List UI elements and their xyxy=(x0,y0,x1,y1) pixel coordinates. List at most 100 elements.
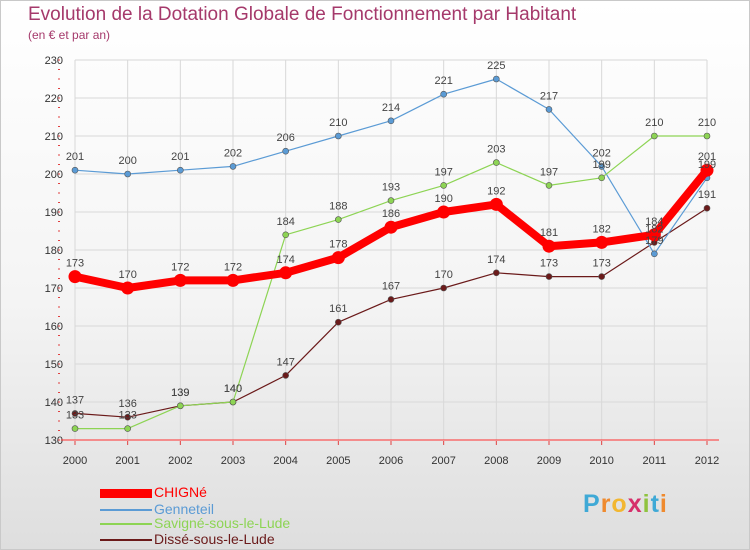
data-point-disse-sous-le-lude xyxy=(545,273,553,280)
data-point-chigne xyxy=(489,197,503,211)
data-label-genneteil: 225 xyxy=(487,60,505,72)
data-point-savigne-sous-le-lude xyxy=(177,402,184,410)
data-label-savigne-sous-le-lude: 139 xyxy=(171,387,189,399)
logo-letter: x xyxy=(627,490,643,518)
logo-letter: i xyxy=(642,490,651,518)
y-tick-label: 160 xyxy=(45,321,63,333)
data-point-savigne-sous-le-lude xyxy=(598,174,605,182)
data-label-savigne-sous-le-lude: 140 xyxy=(224,383,242,395)
data-point-genneteil xyxy=(651,250,658,258)
proxiti-logo: Proxiti xyxy=(583,490,668,519)
y-tick-label: 190 xyxy=(45,207,63,219)
data-point-chigne xyxy=(279,266,293,280)
data-label-genneteil: 214 xyxy=(382,102,400,114)
data-point-genneteil xyxy=(545,106,553,113)
data-point-chigne xyxy=(226,273,240,287)
data-label-genneteil: 201 xyxy=(171,151,189,163)
logo-letter: P xyxy=(583,490,601,518)
data-point-genneteil xyxy=(71,166,79,174)
data-point-disse-sous-le-lude xyxy=(493,269,500,277)
data-label-disse-sous-le-lude: 191 xyxy=(698,189,716,201)
data-point-disse-sous-le-lude xyxy=(282,372,289,379)
data-point-genneteil xyxy=(229,163,237,170)
legend-swatch-chigne xyxy=(100,489,152,498)
logo-letter: o xyxy=(611,490,628,518)
data-point-chigne xyxy=(700,163,714,177)
x-tick-label: 2003 xyxy=(221,455,245,467)
x-tick-label: 2009 xyxy=(537,455,561,467)
data-point-chigne xyxy=(384,220,398,234)
data-point-genneteil xyxy=(335,132,342,140)
y-tick-label: 170 xyxy=(45,283,63,295)
x-tick-label: 2000 xyxy=(63,455,87,467)
data-label-genneteil: 199 xyxy=(698,159,716,171)
data-label-genneteil: 200 xyxy=(118,155,136,167)
data-point-chigne xyxy=(68,270,82,284)
data-label-disse-sous-le-lude: 170 xyxy=(434,269,452,281)
data-point-chigne xyxy=(647,228,661,242)
data-point-genneteil xyxy=(387,117,395,125)
data-label-chigne: 184 xyxy=(645,216,663,228)
x-tick-label: 2007 xyxy=(431,455,455,467)
data-label-savigne-sous-le-lude: 193 xyxy=(382,182,400,194)
data-label-disse-sous-le-lude: 173 xyxy=(540,258,558,270)
y-tick-label: 150 xyxy=(45,359,63,371)
data-point-genneteil xyxy=(282,147,289,155)
data-point-savigne-sous-le-lude xyxy=(493,159,500,166)
data-point-disse-sous-le-lude xyxy=(703,204,711,212)
x-tick-label: 2006 xyxy=(379,455,403,467)
data-label-chigne: 186 xyxy=(382,208,400,220)
legend-label-savigne: Savigné-sous-le-Lude xyxy=(154,515,291,531)
data-label-savigne-sous-le-lude: 210 xyxy=(698,117,716,129)
data-point-disse-sous-le-lude xyxy=(387,296,395,303)
data-label-savigne-sous-le-lude: 133 xyxy=(118,410,136,422)
data-label-chigne: 181 xyxy=(540,227,558,239)
data-label-chigne: 192 xyxy=(487,185,505,197)
data-label-disse-sous-le-lude: 167 xyxy=(382,280,400,292)
y-tick-label: 180 xyxy=(45,245,63,257)
data-point-genneteil xyxy=(440,90,447,98)
data-label-disse-sous-le-lude: 139 xyxy=(171,387,189,399)
data-point-genneteil xyxy=(124,170,131,178)
data-label-savigne-sous-le-lude: 197 xyxy=(540,166,558,178)
data-label-genneteil: 179 xyxy=(645,235,663,247)
data-label-disse-sous-le-lude: 161 xyxy=(329,303,347,315)
data-point-disse-sous-le-lude xyxy=(124,413,131,421)
data-point-savigne-sous-le-lude xyxy=(229,398,237,406)
data-label-savigne-sous-le-lude: 188 xyxy=(329,201,347,213)
data-label-genneteil: 202 xyxy=(592,147,610,159)
legend-swatch-disse xyxy=(100,539,152,541)
data-point-savigne-sous-le-lude xyxy=(282,231,289,239)
data-label-genneteil: 206 xyxy=(276,132,294,144)
data-point-genneteil xyxy=(493,75,500,83)
data-point-savigne-sous-le-lude xyxy=(440,182,447,189)
legend-label-disse: Dissé-sous-le-Lude xyxy=(154,531,275,547)
x-tick-label: 2010 xyxy=(589,455,613,467)
data-label-chigne: 201 xyxy=(698,151,716,163)
data-point-savigne-sous-le-lude xyxy=(703,132,711,140)
data-label-savigne-sous-le-lude: 199 xyxy=(592,159,610,171)
data-point-chigne xyxy=(542,239,556,253)
data-label-disse-sous-le-lude: 137 xyxy=(66,394,84,406)
data-label-savigne-sous-le-lude: 133 xyxy=(66,410,84,422)
data-label-chigne: 182 xyxy=(592,223,610,235)
x-tick-label: 2012 xyxy=(695,455,719,467)
legend-label-chigne: CHIGNé xyxy=(154,484,207,500)
y-tick-label: 140 xyxy=(45,397,63,409)
data-label-genneteil: 210 xyxy=(329,117,347,129)
data-label-genneteil: 202 xyxy=(224,147,242,159)
data-point-disse-sous-le-lude xyxy=(440,284,447,292)
data-point-savigne-sous-le-lude xyxy=(545,182,553,189)
data-label-genneteil: 217 xyxy=(540,90,558,102)
data-label-chigne: 178 xyxy=(329,239,347,251)
data-label-disse-sous-le-lude: 174 xyxy=(487,254,505,266)
data-label-savigne-sous-le-lude: 210 xyxy=(645,117,663,129)
data-point-disse-sous-le-lude xyxy=(335,318,342,326)
data-label-disse-sous-le-lude: 136 xyxy=(118,398,136,410)
logo-letter: r xyxy=(600,490,612,518)
data-point-disse-sous-le-lude xyxy=(598,273,605,280)
x-tick-label: 2008 xyxy=(484,455,508,467)
data-point-chigne xyxy=(173,273,187,287)
